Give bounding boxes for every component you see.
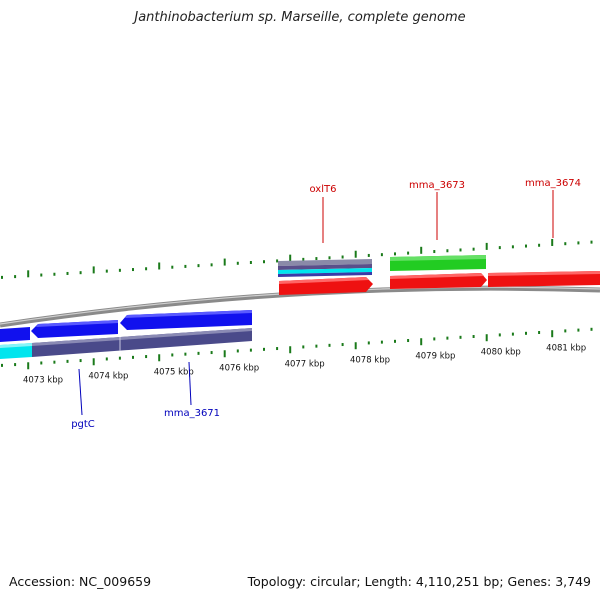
kbp-label: 4077 kbp xyxy=(285,359,325,369)
gene-label-mma_3671: mma_3671 xyxy=(164,408,220,419)
kbp-label: 4074 kbp xyxy=(88,371,128,381)
kbp-label: 4081 kbp xyxy=(546,343,586,353)
gene-label-mma_3673: mma_3673 xyxy=(409,180,465,191)
gene-label-pgtC: pgtC xyxy=(71,419,95,430)
kbp-label: 4079 kbp xyxy=(415,351,455,361)
reverse-cds-track xyxy=(32,328,252,357)
kbp-label: 4080 kbp xyxy=(481,347,521,357)
accession-text: Accession: NC_009659 xyxy=(9,574,152,589)
kbp-label: 4078 kbp xyxy=(350,355,390,365)
outer-tick-row xyxy=(1,238,593,279)
kbp-label: 4073 kbp xyxy=(23,375,63,385)
gene-label-mma_3674: mma_3674 xyxy=(525,178,581,189)
reverse-gene-left xyxy=(0,327,30,342)
inner-tick-row xyxy=(1,327,593,370)
kbp-label: 4076 kbp xyxy=(219,363,259,373)
forward-feature-blue-line xyxy=(278,272,372,277)
forward-feature-grey xyxy=(278,259,372,266)
kbp-label: 4075 kbp xyxy=(154,367,194,377)
map-title: Janthinobacterium sp. Marseille, complet… xyxy=(134,10,466,25)
gene-label-oxlT6: oxlT6 xyxy=(310,184,337,195)
genome-summary: Topology: circular; Length: 4,110,251 bp… xyxy=(247,574,591,589)
